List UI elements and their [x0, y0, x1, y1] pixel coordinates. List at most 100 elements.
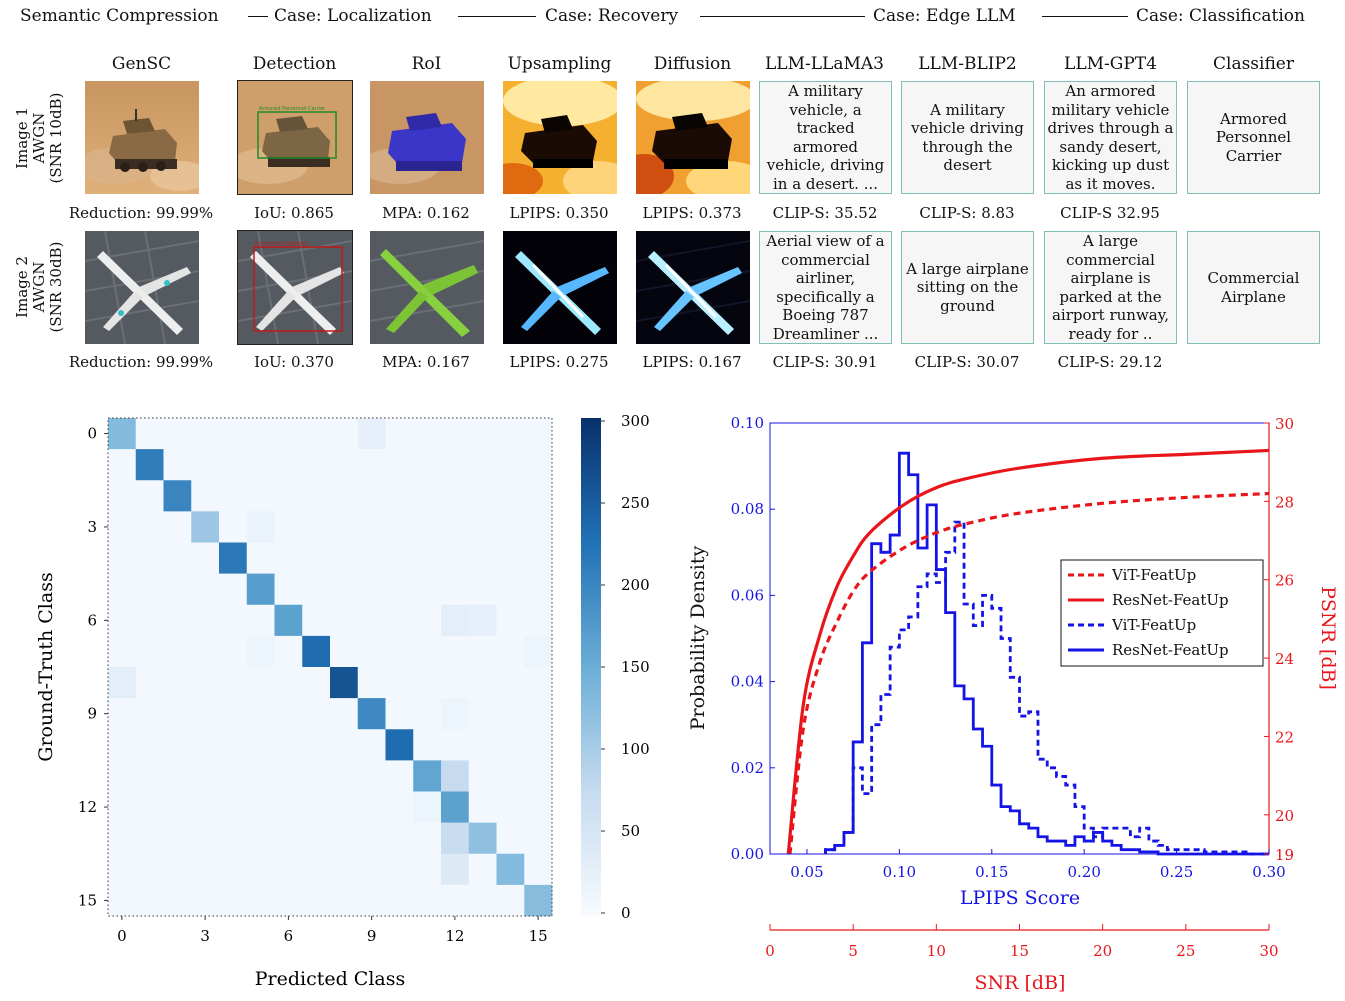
heatmap-cell: [330, 542, 359, 574]
ytick-label-psnr: 28: [1275, 493, 1294, 511]
heatmap-cell: [357, 760, 386, 792]
heatmap-xtick-label: 0: [117, 927, 127, 945]
heatmap-cell: [357, 480, 386, 512]
heatmap-cell: [163, 667, 192, 699]
upsampling-image-1: [502, 80, 618, 195]
heatmap-cell: [357, 573, 386, 606]
heatmap-cell: [524, 573, 553, 606]
heatmap-cell: [135, 667, 164, 699]
metric-blip2-2: CLIP-S: 30.07: [914, 353, 1020, 371]
heatmap-cell: [246, 480, 275, 512]
histograms: [824, 451, 1269, 856]
ytick-label-psnr: 24: [1275, 650, 1294, 668]
heatmap-cell: [357, 449, 386, 481]
colorbar-tick-label: 200: [621, 576, 650, 594]
heatmap-cell: [496, 698, 525, 730]
heatmap-cell: [413, 791, 442, 823]
heatmap-cell: [302, 791, 331, 823]
xtick-label-snr: 15: [1010, 942, 1029, 960]
heatmap-cell: [441, 511, 470, 543]
psnr-curve-vit-featup-dashed: [788, 491, 1270, 855]
heatmap-cell: [441, 480, 470, 512]
heatmap-cell: [413, 760, 442, 792]
heatmap-cell: [191, 449, 220, 481]
heatmap-cell: [413, 604, 442, 637]
col-llm-blip2: LLM-BLIP2: [918, 54, 1017, 74]
heatmap-cell: [135, 449, 164, 481]
heatmap-cell: [468, 542, 497, 574]
metric-upsampling-2: LPIPS: 0.275: [509, 353, 609, 371]
heatmap-cell: [219, 573, 248, 606]
heatmap-cell: [330, 635, 359, 668]
heatmap-cell: [219, 667, 248, 699]
heatmap-cell: [496, 542, 525, 574]
colorbar: [581, 418, 601, 916]
heatmap-xtick-label: 12: [445, 927, 464, 945]
colorbar-tick-label: 300: [621, 412, 650, 430]
heatmap-cell: [468, 884, 497, 917]
heatmap-cell: [357, 698, 386, 730]
heatmap-cell: [246, 511, 275, 543]
xtick-label-snr: 0: [765, 942, 775, 960]
ytick-label-psnr: 26: [1275, 572, 1294, 590]
heatmap-cell: [496, 511, 525, 543]
heatmap-cell: [135, 573, 164, 606]
ytick-label-density: 0.10: [731, 414, 764, 432]
heatmap-cell: [135, 698, 164, 730]
heatmap-cell: [524, 853, 553, 886]
ylabel-density: Probability Density: [687, 545, 709, 730]
heatmap-cell: [413, 884, 442, 917]
heatmap-cell: [441, 418, 470, 450]
heatmap-cell: [385, 511, 414, 543]
heatmap-cell: [274, 511, 303, 543]
heatmap-cell: [302, 542, 331, 574]
heatmap-cell: [330, 791, 359, 823]
heatmap-cell: [274, 667, 303, 699]
heatmap-cell: [524, 667, 553, 699]
heatmap-cell: [191, 853, 220, 886]
heatmap-cell: [330, 418, 359, 450]
detection-image-1: Armored Personnel Carrier: [237, 80, 353, 195]
ytick-label-density: 0.02: [731, 759, 764, 777]
heatmap-cell: [274, 760, 303, 792]
heatmap-cell: [191, 511, 220, 543]
heatmap-cell: [468, 698, 497, 730]
colorbar-tick-label: 0: [621, 904, 631, 922]
heatmap-cell: [191, 418, 220, 450]
heatmap-cell: [441, 542, 470, 574]
heatmap-cell: [385, 791, 414, 823]
metric-detection-1: IoU: 0.865: [254, 204, 334, 222]
colorbar-tick-label: 100: [621, 740, 650, 758]
heatmap-cell: [108, 667, 137, 699]
heatmap-cell: [357, 884, 386, 917]
heatmap-cell: [330, 604, 359, 637]
ytick-label-density: 0.08: [731, 500, 764, 518]
heatmap-cell: [108, 853, 137, 886]
heatmap-cell: [191, 542, 220, 574]
heatmap-cell: [413, 853, 442, 886]
heatmap-cell: [246, 729, 275, 761]
metric-blip2-1: CLIP-S: 8.83: [919, 204, 1015, 222]
heatmap-cell: [191, 884, 220, 917]
heatmap-cell: [191, 822, 220, 855]
heatmap-cell: [385, 418, 414, 450]
heatmap-cell: [163, 884, 192, 917]
heatmap-cells: [108, 418, 553, 917]
heatmap-cell: [468, 573, 497, 606]
heatmap-cell: [385, 853, 414, 886]
ylabel-psnr: PSNR [dB]: [1317, 586, 1339, 690]
legend-label: ViT-FeatUp: [1111, 616, 1196, 634]
ytick-label-psnr: 22: [1275, 728, 1294, 746]
col-gensc: GenSC: [111, 54, 172, 74]
xtick-label-snr: 30: [1259, 942, 1278, 960]
heatmap-cell: [274, 635, 303, 668]
heatmap-cell: [496, 635, 525, 668]
heatmap-cell: [163, 511, 192, 543]
heatmap-cell: [135, 480, 164, 512]
heatmap-cell: [357, 635, 386, 668]
heatmap-cell: [441, 822, 470, 855]
heatmap-cell: [413, 449, 442, 481]
heatmap-cell: [468, 511, 497, 543]
heatmap-cell: [441, 604, 470, 637]
metric-roi-2: MPA: 0.167: [382, 353, 470, 371]
